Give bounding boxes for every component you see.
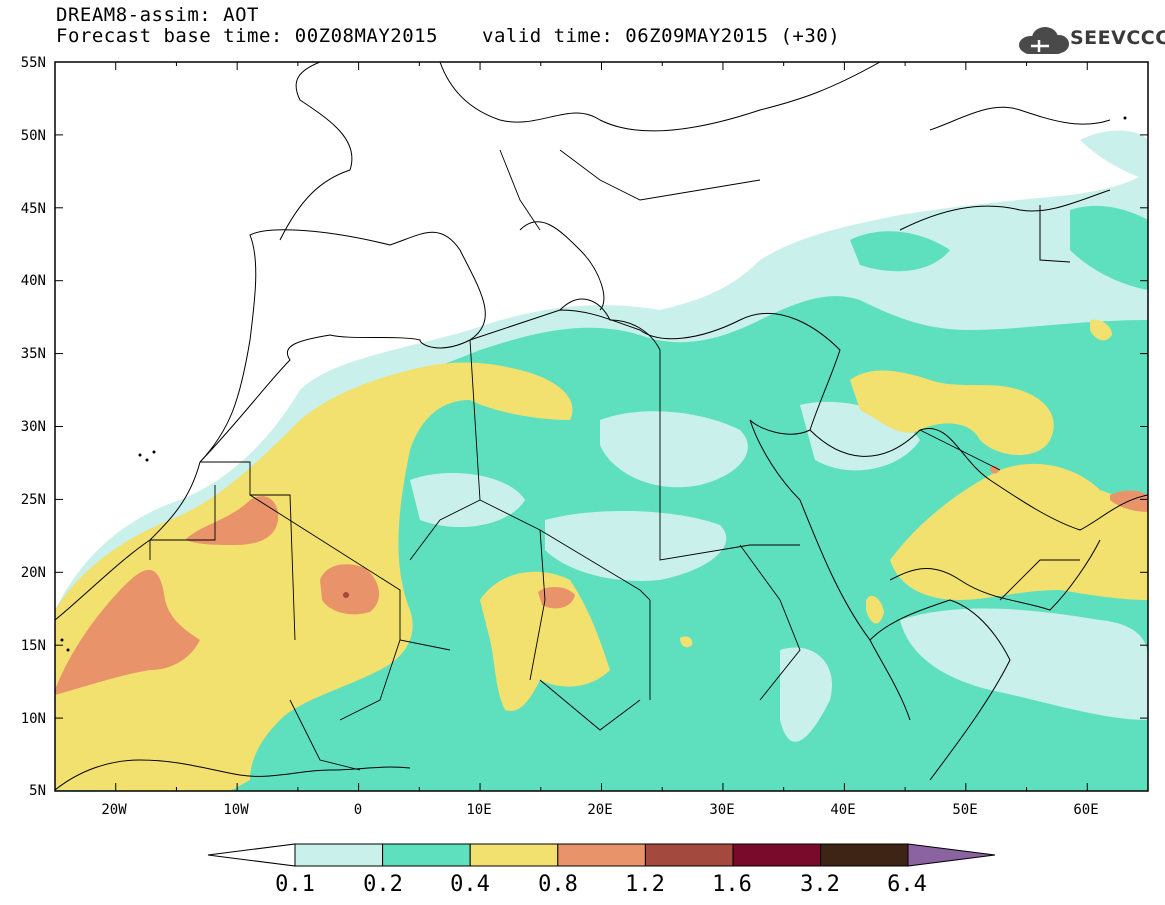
lat-label: 40N [20,273,46,289]
colorbar-box [820,843,909,867]
island-dots [60,116,1127,652]
colorbar-low-arrow [207,843,296,867]
lon-label: 60E [1073,802,1099,818]
lon-label: 10W [223,802,249,818]
colorbar-box [732,843,822,867]
lat-label: 35N [20,346,46,362]
lat-label: 50N [20,128,46,144]
colorbar-box [469,843,559,867]
colorbar-box [644,843,734,867]
colorbar-label: 6.4 [887,872,927,897]
colorbar-box [382,843,471,867]
colorbar-label: 3.2 [800,872,840,897]
cloud-logo-icon [1019,27,1069,54]
lat-label: 55N [20,55,46,71]
aot-field-level-1-pockets [410,401,1148,742]
aot-field-level-4 [55,465,1148,695]
lon-label: 20W [101,802,127,818]
lat-label: 5N [29,783,46,799]
colorbar-label: 0.1 [275,872,315,897]
valid-time: valid time: 06Z09MAY2015 (+30) [482,25,841,47]
lon-label: 0 [353,802,363,818]
forecast-base-time: Forecast base time: 00Z08MAY2015 [56,25,439,47]
aot-field [55,130,1148,791]
colorbar-box [294,843,384,867]
political-borders [149,149,1080,771]
lon-label: 50E [952,802,978,818]
colorbar-label: 0.2 [363,872,403,897]
lat-label: 30N [20,419,46,435]
lat-label: 45N [20,201,46,217]
lon-label: 20E [587,802,613,818]
colorbar-label: 0.4 [450,872,490,897]
lon-label: 40E [830,802,856,818]
aot-field-level-5 [343,592,349,598]
lon-label: 30E [709,802,735,818]
axis-ticks [54,61,1149,792]
colorbar-label: 0.8 [538,872,578,897]
lat-label: 25N [20,492,46,508]
lon-label: 10E [466,802,492,818]
colorbar-label: 1.2 [625,872,665,897]
colorbar-high-arrow [907,843,996,867]
colorbar-box [557,843,646,867]
map-title-model: DREAM8-assim: AOT [56,4,259,26]
lat-label: 20N [20,565,46,581]
aot-field-level-3 [55,319,1148,791]
lat-label: 10N [20,711,46,727]
coastlines-borders [55,62,1148,791]
logo-text: SEEVCCC [1070,27,1165,49]
colorbar-boxes [294,843,909,867]
colorbar-label: 1.6 [712,872,752,897]
colorbar [207,843,996,867]
lat-label: 15N [20,638,46,654]
